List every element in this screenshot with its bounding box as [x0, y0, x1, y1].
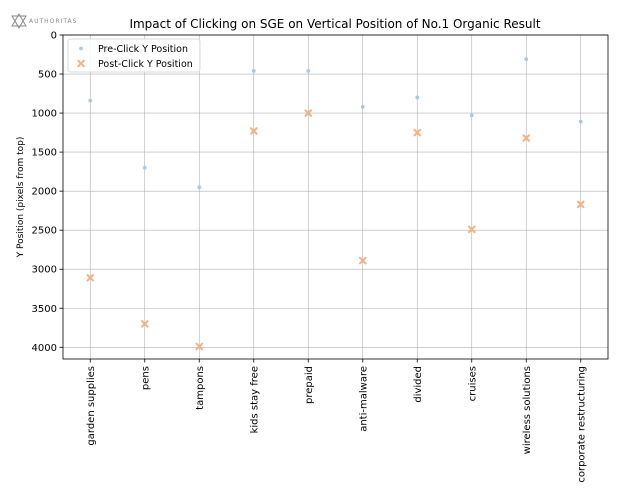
legend-label: Post-Click Y Position: [98, 59, 193, 70]
post-click-marker-stroke: [576, 200, 585, 209]
y-tick-label: 3000: [32, 265, 57, 276]
post-click-marker-stroke: [195, 342, 204, 351]
post-click-point: [522, 134, 531, 142]
legend-label: Pre-Click Y Position: [98, 44, 188, 55]
pre-click-point: [251, 69, 256, 73]
y-tick-label: 3500: [32, 304, 57, 315]
pre-click-point: [197, 185, 202, 190]
pre-click-point: [469, 113, 474, 118]
post-click-point: [358, 256, 367, 265]
pre-click-point: [360, 104, 365, 109]
authoritas-logo: AUTHORITAS: [11, 13, 77, 29]
y-tick-label: 2000: [32, 187, 57, 198]
x-tick-label: garden supplies: [86, 366, 97, 446]
post-click-marker-stroke: [358, 256, 367, 265]
post-click-point: [249, 127, 258, 135]
y-tick-label: 2500: [32, 226, 57, 237]
post-click-point: [467, 225, 476, 234]
post-click-point: [413, 128, 422, 137]
x-tick-label: anti-malware: [358, 366, 369, 432]
post-click-marker-stroke: [140, 320, 149, 328]
legend: Pre-Click Y Position Post-Click Y Positio…: [67, 38, 201, 73]
pre-click-point: [88, 98, 93, 103]
x-tick-label: kids stay free: [249, 366, 260, 433]
post-click-point: [86, 274, 95, 282]
legend-marker-pre: [79, 46, 83, 51]
y-tick-label: 500: [38, 70, 57, 81]
x-tick-label: divided: [413, 366, 424, 403]
legend-marker-post: [77, 59, 85, 68]
x-tick-label: corporate restructuring: [576, 366, 587, 483]
y-tick-label: 1000: [32, 109, 57, 120]
post-click-marker-stroke: [413, 128, 422, 137]
x-axis: garden supplies pens tampons kids stay free…: [86, 359, 587, 483]
post-click-marker-stroke: [86, 274, 95, 282]
y-tick-label: 0: [51, 31, 57, 42]
post-click-marker-stroke: [249, 127, 258, 135]
y-axis: 0 500 1000 1500 2000 2500 3000 3500 4000: [32, 31, 63, 354]
pre-click-point: [415, 95, 420, 100]
post-click-marker-stroke: [522, 134, 531, 142]
logo-mark-icon: [11, 13, 27, 29]
pre-click-point: [142, 165, 147, 170]
x-tick-label: wireless solutions: [522, 366, 533, 454]
logo-text: AUTHORITAS: [29, 18, 77, 25]
post-click-marker-stroke: [77, 59, 85, 68]
post-click-point: [195, 342, 204, 351]
grid: [63, 34, 608, 359]
data-points: [86, 57, 585, 351]
pre-click-point: [578, 119, 583, 124]
legend-box: [67, 38, 201, 73]
x-tick-label: pens: [140, 366, 151, 390]
y-axis-label: Y Position (pixels from top): [16, 137, 26, 259]
x-tick-label: prepaid: [304, 366, 315, 404]
post-click-point: [576, 200, 585, 209]
post-click-point: [140, 320, 149, 328]
pre-click-point: [306, 69, 311, 73]
x-tick-label: tampons: [195, 366, 206, 410]
post-click-marker-stroke: [304, 109, 313, 117]
x-tick-label: cruises: [467, 366, 478, 401]
post-click-marker-stroke: [467, 225, 476, 234]
chart-title: Impact of Clicking on SGE on Vertical Po…: [129, 17, 540, 31]
y-tick-label: 4000: [32, 343, 57, 354]
post-click-point: [304, 109, 313, 117]
pre-click-point: [524, 57, 529, 62]
y-tick-label: 1500: [32, 148, 57, 159]
plot-area: [62, 34, 609, 360]
